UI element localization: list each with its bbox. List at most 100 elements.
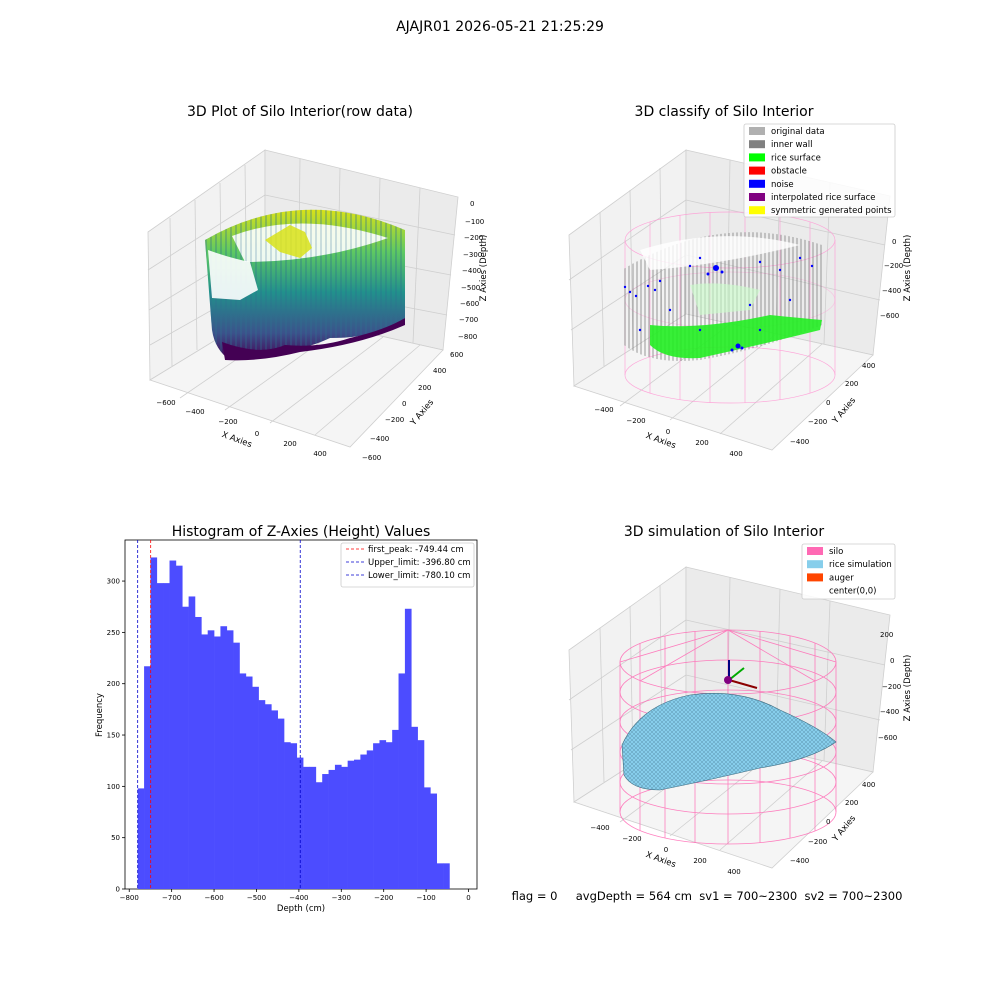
svg-text:−600: −600 bbox=[880, 312, 899, 320]
histogram-bar bbox=[252, 686, 259, 889]
histogram-bar bbox=[150, 557, 158, 889]
histogram-bar bbox=[354, 759, 361, 889]
histogram-bars bbox=[137, 557, 450, 889]
svg-text:−400: −400 bbox=[790, 857, 809, 865]
y-tick-label: 0 bbox=[116, 886, 120, 894]
legend-swatch bbox=[749, 140, 765, 149]
svg-text:−400: −400 bbox=[594, 406, 613, 414]
svg-text:400: 400 bbox=[862, 781, 875, 789]
histogram-bar bbox=[239, 673, 247, 889]
histogram-bar bbox=[411, 726, 418, 889]
classify-x-label: X Axies bbox=[644, 431, 677, 451]
histogram-bar bbox=[290, 743, 298, 889]
classify-y-ticks: −400 −200 0 200 400 bbox=[790, 362, 875, 446]
legend-swatch bbox=[807, 560, 823, 569]
y-tick-label: 300 bbox=[107, 578, 120, 586]
svg-text:400: 400 bbox=[727, 868, 740, 876]
histogram-title: Histogram of Z-Axies (Height) Values bbox=[172, 524, 431, 540]
legend-swatch bbox=[807, 586, 823, 595]
svg-text:−200: −200 bbox=[884, 262, 903, 270]
legend-entry: Lower_limit: -780.10 cm bbox=[368, 571, 470, 581]
raw-y-label: Y Axies bbox=[408, 397, 436, 428]
histogram-bar bbox=[392, 729, 399, 889]
svg-text:400: 400 bbox=[313, 450, 326, 458]
svg-text:200: 200 bbox=[845, 799, 858, 807]
svg-text:−600: −600 bbox=[156, 399, 175, 407]
figure-suptitle: AJAJR01 2026-05-21 21:25:29 bbox=[396, 19, 604, 35]
svg-text:−200: −200 bbox=[882, 683, 901, 691]
svg-text:−600: −600 bbox=[362, 454, 381, 462]
svg-text:−200: −200 bbox=[464, 234, 483, 242]
histogram-bar bbox=[334, 764, 342, 889]
svg-text:200: 200 bbox=[283, 440, 296, 448]
histogram-bar bbox=[156, 583, 164, 889]
histogram-bar bbox=[322, 774, 329, 889]
histogram-bar bbox=[296, 757, 304, 889]
raw-panel-title: 3D Plot of Silo Interior(row data) bbox=[187, 104, 413, 120]
simulation-z-ticks: 200 0 −200 −400 −600 bbox=[878, 631, 901, 742]
histogram-bar bbox=[373, 743, 380, 889]
histogram-bar bbox=[264, 704, 272, 889]
svg-text:−400: −400 bbox=[370, 435, 389, 443]
svg-text:−400: −400 bbox=[790, 438, 809, 446]
svg-text:400: 400 bbox=[862, 362, 875, 370]
raw-z-label: Z Axies (Depth) bbox=[479, 235, 489, 302]
simulation-auger-marker bbox=[724, 660, 758, 689]
svg-text:−700: −700 bbox=[459, 316, 478, 324]
legend-swatch bbox=[807, 547, 823, 555]
histogram-bar bbox=[207, 630, 215, 889]
svg-text:−100: −100 bbox=[465, 218, 484, 226]
raw-z-ticks: 0 −100 −200 −300 −400 −500 −600 −700 −80… bbox=[458, 200, 484, 341]
simulation-z-label: Z Axies (Depth) bbox=[903, 655, 913, 722]
histogram-bar bbox=[175, 565, 183, 889]
histogram-bar bbox=[201, 634, 208, 889]
histogram-bar bbox=[169, 560, 177, 889]
histogram-bar bbox=[366, 750, 374, 889]
histogram-bar bbox=[182, 606, 189, 889]
x-tick-label: −700 bbox=[162, 894, 181, 902]
histogram-bar bbox=[328, 769, 336, 889]
histogram-bar bbox=[404, 608, 412, 889]
svg-text:0: 0 bbox=[402, 400, 406, 408]
simulation-rice-surface bbox=[621, 693, 837, 791]
legend-entry: first_peak: -749.44 cm bbox=[368, 545, 464, 555]
svg-text:−600: −600 bbox=[460, 300, 479, 308]
svg-text:−400: −400 bbox=[462, 267, 481, 275]
histogram-bar bbox=[303, 766, 310, 889]
histogram-bar bbox=[214, 636, 221, 889]
svg-text:0: 0 bbox=[666, 428, 670, 436]
svg-text:−400: −400 bbox=[590, 824, 609, 832]
legend-swatch bbox=[749, 153, 765, 162]
raw-x-ticks: −600 −400 −200 0 200 400 bbox=[156, 399, 326, 458]
histogram-bar bbox=[309, 766, 317, 889]
classify-x-ticks: −400 −200 0 200 400 bbox=[594, 406, 742, 458]
legend-entry: auger bbox=[829, 573, 854, 583]
simulation-x-ticks: −400 −200 0 200 400 bbox=[590, 824, 740, 876]
legend-entry: silo bbox=[829, 547, 843, 557]
panel-classify-3d: 3D classify of Silo Interior bbox=[568, 104, 913, 458]
histogram-bar bbox=[226, 630, 234, 889]
histogram-bar bbox=[379, 740, 387, 889]
histogram-bar bbox=[436, 863, 444, 889]
svg-text:0: 0 bbox=[826, 818, 830, 826]
y-tick-label: 50 bbox=[111, 834, 120, 842]
legend-entry: obstacle bbox=[771, 167, 807, 177]
svg-text:400: 400 bbox=[433, 367, 446, 375]
histogram-bar bbox=[417, 740, 425, 889]
x-tick-label: −200 bbox=[374, 894, 393, 902]
legend-swatch bbox=[749, 127, 765, 135]
svg-text:0: 0 bbox=[890, 657, 894, 665]
raw-x-label: X Axies bbox=[220, 430, 253, 450]
svg-text:0: 0 bbox=[470, 200, 474, 208]
svg-text:−200: −200 bbox=[622, 835, 641, 843]
histogram-bar bbox=[220, 626, 228, 889]
svg-text:200: 200 bbox=[880, 631, 893, 639]
svg-text:−200: −200 bbox=[385, 416, 404, 424]
x-tick-label: −800 bbox=[120, 894, 139, 902]
legend-entry: interpolated rice surface bbox=[771, 193, 876, 203]
histogram-bar bbox=[385, 742, 393, 889]
histogram-legend: first_peak: -749.44 cm Upper_limit: -396.… bbox=[340, 542, 475, 588]
classify-z-ticks: 0 −200 −400 −600 bbox=[880, 238, 903, 320]
status-footer: flag = 0 avgDepth = 564 cm sv1 = 700~230… bbox=[512, 889, 903, 903]
histogram-bar bbox=[430, 793, 438, 889]
